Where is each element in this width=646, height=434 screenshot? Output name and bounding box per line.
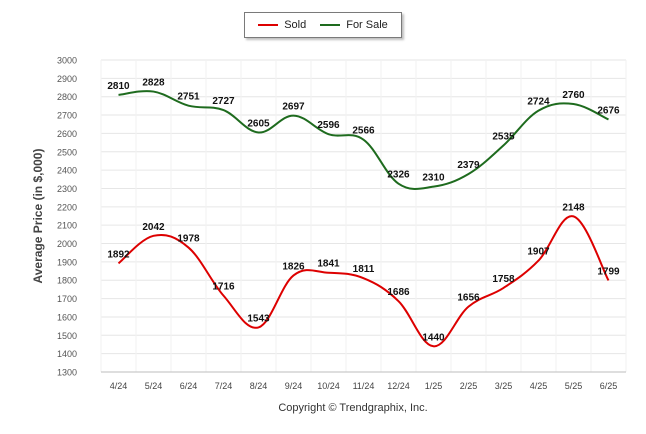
data-label-sold-3-25: 1758 [492,274,515,285]
legend-item-for-sale: For Sale [320,19,388,31]
x-tick-label-3-25: 3/25 [495,381,513,391]
data-label-sold-9-24: 1826 [282,261,305,272]
y-tick-label-1500: 1500 [57,331,77,341]
y-tick-label-1700: 1700 [57,294,77,304]
series-line-sold [117,215,610,348]
x-tick-label-11-24: 11/24 [353,381,375,391]
y-tick-label-1400: 1400 [57,349,77,359]
y-tick-label-2100: 2100 [57,221,77,231]
x-tick-label-9-24: 9/24 [285,381,303,391]
data-label-for-sale-5-25: 2760 [562,90,585,101]
data-label-for-sale-12-24: 2326 [387,170,410,181]
y-tick-label-1600: 1600 [57,312,77,322]
y-axis-title: Average Price (in $,000) [31,148,45,284]
data-label-for-sale-1-25: 2310 [422,173,445,184]
data-label-sold-6-25: 1799 [597,266,620,277]
copyright-text: Copyright © Trendgraphix, Inc. [278,402,428,414]
legend-swatch-sold [258,24,279,26]
y-tick-label-1900: 1900 [57,257,77,267]
y-tick-label-1300: 1300 [57,368,77,378]
y-tick-label-2200: 2200 [57,202,77,212]
x-tick-label-10-24: 10/24 [317,381,340,391]
x-tick-label-1-25: 1/25 [425,381,443,391]
data-label-sold-11-24: 1811 [353,264,375,275]
y-tick-label-2500: 2500 [57,147,77,157]
data-label-for-sale-6-24: 2751 [177,92,200,103]
y-tick-label-2900: 2900 [57,74,77,84]
data-label-for-sale-4-24: 2810 [107,81,130,92]
x-tick-label-2-25: 2/25 [460,381,478,391]
data-label-for-sale-3-25: 2535 [492,131,515,142]
legend-item-sold: Sold [258,19,306,31]
y-tick-label-2800: 2800 [57,92,77,102]
x-tick-label-8-24: 8/24 [250,381,268,391]
data-label-for-sale-10-24: 2596 [317,120,340,131]
y-tick-label-2700: 2700 [57,111,77,121]
chart-legend: Sold For Sale [244,12,402,38]
data-label-sold-5-24: 2042 [142,222,165,233]
data-label-sold-2-25: 1656 [457,293,480,304]
data-label-for-sale-4-25: 2724 [527,97,550,108]
data-label-sold-8-24: 1543 [247,313,270,324]
legend-swatch-for-sale [320,24,341,26]
series-line-for-sale [118,90,609,190]
x-tick-label-4-24: 4/24 [110,381,128,391]
data-label-sold-1-25: 1440 [422,332,445,343]
x-tick-label-5-24: 5/24 [145,381,163,391]
y-tick-label-2000: 2000 [57,239,77,249]
legend-label-for-sale: For Sale [346,19,388,31]
data-label-sold-7-24: 1716 [212,282,235,293]
data-label-sold-12-24: 1686 [387,287,410,298]
x-tick-label-4-25: 4/25 [530,381,548,391]
data-label-for-sale-5-24: 2828 [142,78,165,89]
data-label-for-sale-9-24: 2697 [282,102,305,113]
data-label-for-sale-8-24: 2605 [247,118,270,129]
x-tick-label-5-25: 5/25 [565,381,583,391]
y-tick-label-2600: 2600 [57,129,77,139]
data-label-for-sale-11-24: 2566 [352,126,375,137]
x-tick-label-6-25: 6/25 [600,381,618,391]
legend-label-sold: Sold [284,19,307,31]
x-tick-label-6-24: 6/24 [180,381,198,391]
data-label-sold-4-24: 1892 [107,249,130,260]
y-tick-label-3000: 3000 [57,56,77,66]
data-label-sold-6-24: 1978 [177,234,200,245]
data-label-sold-5-25: 2148 [562,202,585,213]
x-tick-label-7-24: 7/24 [215,381,233,391]
y-tick-label-1800: 1800 [57,276,77,286]
data-label-sold-10-24: 1841 [317,259,340,270]
y-tick-label-2400: 2400 [57,166,77,176]
data-label-for-sale-7-24: 2727 [212,96,235,107]
x-tick-label-12-24: 12/24 [387,381,410,391]
data-label-sold-4-25: 1907 [527,247,550,258]
y-tick-label-2300: 2300 [57,184,77,194]
data-label-for-sale-6-25: 2676 [597,105,620,116]
data-label-for-sale-2-25: 2379 [457,160,480,171]
